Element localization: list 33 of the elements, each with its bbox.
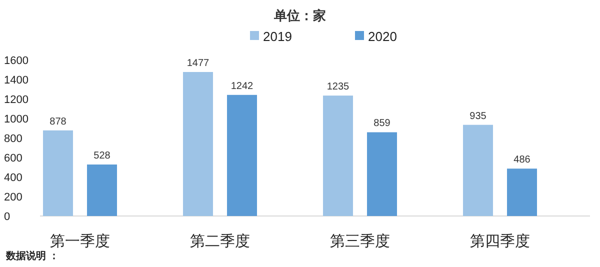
y-tick-label: 800 (4, 133, 22, 145)
legend-label: 2020 (368, 29, 397, 44)
bar (87, 164, 117, 216)
y-tick-label: 200 (4, 192, 22, 204)
bar (227, 94, 257, 216)
data-label: 528 (94, 150, 111, 162)
x-tick-label: 第四季度 (470, 233, 530, 250)
y-tick-label: 1600 (4, 55, 28, 67)
data-label: 1242 (230, 80, 254, 92)
y-tick-label: 1400 (4, 74, 28, 86)
legend-label: 2019 (263, 29, 292, 44)
bar (367, 132, 397, 216)
bar (463, 124, 493, 216)
bar (323, 96, 353, 216)
y-tick-label: 1000 (4, 114, 28, 126)
x-tick-label: 第二季度 (190, 233, 250, 250)
data-label: 1235 (326, 82, 350, 93)
data-label: 859 (374, 118, 391, 130)
text: 数据说明 ： (5, 250, 59, 262)
chart-title: 单位：家 (273, 8, 326, 23)
bar (507, 168, 537, 216)
x-tick-label: 第一季度 (50, 233, 110, 250)
data-label: 935 (470, 110, 487, 122)
data-label: 878 (50, 116, 67, 128)
y-tick-label: 600 (4, 152, 22, 164)
bar (183, 72, 213, 216)
data-label: 486 (514, 154, 531, 166)
x-tick-label: 第三季度 (330, 233, 390, 250)
data-label: 1477 (186, 58, 210, 69)
y-tick-label: 0 (4, 211, 10, 223)
y-tick-label: 400 (4, 172, 22, 184)
bar (43, 130, 73, 216)
y-tick-label: 1200 (4, 94, 28, 106)
